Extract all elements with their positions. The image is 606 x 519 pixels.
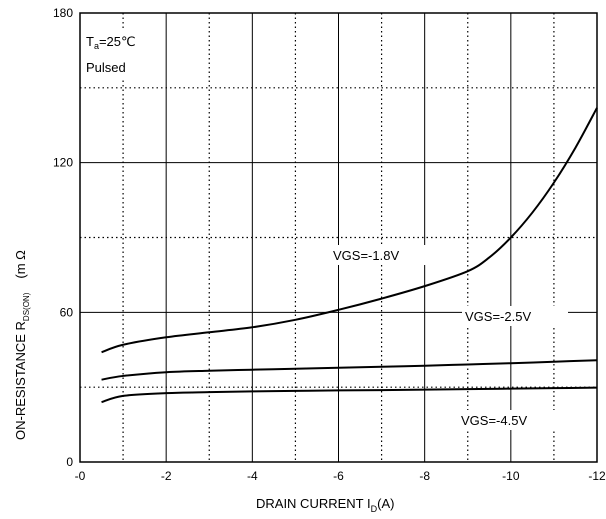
y-tick-label: 180	[53, 6, 73, 20]
y-tick-label: 60	[60, 305, 74, 319]
annotation-pulsed: Pulsed	[86, 60, 126, 75]
series-line-vgs-2-5v	[101, 359, 598, 381]
x-tick-label: -10	[502, 469, 520, 483]
x-tick-label: -8	[419, 469, 430, 483]
series-label-vgs-1-8v: VGS=-1.8V	[333, 248, 399, 263]
x-tick-label: -6	[333, 469, 344, 483]
x-axis-label: DRAIN CURRENT ID(A)	[256, 496, 394, 514]
x-tick-label: -12	[588, 469, 606, 483]
series-line-vgs-1-8v	[101, 107, 598, 354]
series-label-vgs-4-5v: VGS=-4.5V	[461, 413, 527, 428]
y-tick-label: 120	[53, 156, 73, 170]
series-layer	[101, 107, 598, 404]
series-label-vgs-2-5v: VGS=-2.5V	[465, 309, 531, 324]
annotation-temperature: Ta=25℃	[86, 34, 136, 51]
x-tick-label: -2	[161, 469, 172, 483]
series-line-vgs-4-5v	[101, 386, 598, 404]
y-axis-label: ON-RESISTANCE RDS(ON)(m Ω	[13, 250, 31, 440]
x-tick-label: -4	[247, 469, 258, 483]
y-tick-label: 0	[66, 455, 73, 469]
x-tick-labels: -0 -2 -4 -6 -8 -10 -12	[75, 469, 606, 483]
x-tick-label: -0	[75, 469, 86, 483]
plot-frame	[79, 12, 598, 463]
y-tick-labels: 0 60 120 180	[53, 6, 73, 469]
